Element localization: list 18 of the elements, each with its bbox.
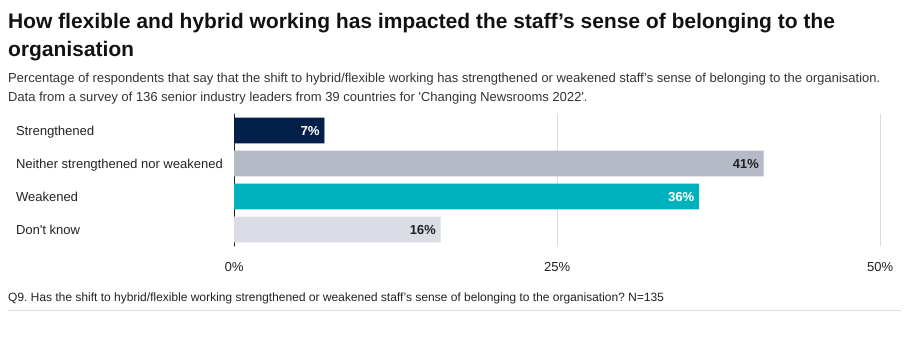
x-tick-label: 0%	[224, 259, 244, 274]
y-tick-label: Neither strengthened nor weakened	[16, 156, 223, 171]
y-tick-label: Don't know	[16, 222, 81, 237]
chart-title: How flexible and hybrid working has impacted the staff’s sense of belonging to the organisation	[8, 9, 836, 63]
x-tick-label: 50%	[866, 259, 894, 274]
text: Q9. Has the shift to hybrid/flexible working strengthened or weakened staff’s sense of belonging to the organisation? N=135	[8, 290, 901, 311]
y-tick-label: Strengthened	[16, 123, 94, 138]
bar	[234, 184, 700, 210]
data-label: 16%	[410, 222, 436, 237]
bar	[234, 118, 324, 144]
x-tick-label: 25%	[544, 259, 570, 274]
bar	[234, 150, 764, 176]
data-label: 7%	[300, 123, 320, 138]
data-label: 41%	[732, 156, 760, 171]
y-tick-label: Weakened	[16, 189, 78, 204]
data-label: 36%	[668, 189, 695, 204]
bar	[234, 216, 441, 242]
chart-subtitle: Percentage of respondents that say that the shift to hybrid/flexible working has strengthened or weakened staff’s sense of belonging to the organisation. Data from a survey of 136 senior industry leaders from 39 countries for 'Changing Newsrooms 2022'.	[8, 69, 882, 106]
